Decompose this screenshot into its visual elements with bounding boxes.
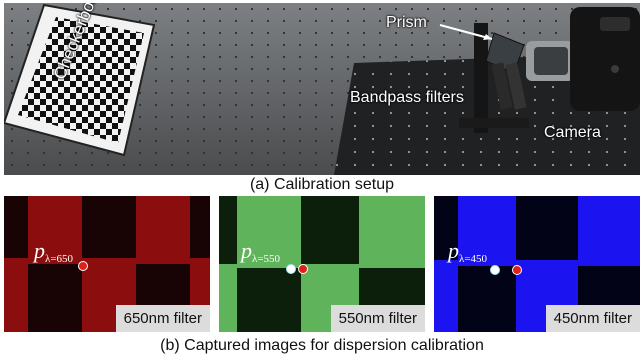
filter-label: 550nm filter bbox=[330, 305, 425, 332]
camera-body bbox=[526, 7, 640, 111]
white-point-marker bbox=[286, 264, 296, 274]
point-label: pλ=450 bbox=[448, 238, 488, 265]
camera-label: Camera bbox=[544, 124, 601, 141]
prism-pointer bbox=[439, 24, 493, 40]
tile-450nm: pλ=450 450nm filter bbox=[434, 196, 640, 332]
tile-550nm: pλ=550 550nm filter bbox=[219, 196, 425, 332]
prism-label: Prism bbox=[386, 14, 427, 31]
red-point-marker bbox=[298, 264, 308, 274]
white-point-marker bbox=[490, 265, 500, 275]
setup-illustration bbox=[4, 3, 640, 175]
caption-b: (b) Captured images for dispersion calib… bbox=[160, 337, 484, 354]
filter-label: 450nm filter bbox=[545, 305, 640, 332]
tile-650nm: pλ=650 650nm filter bbox=[4, 196, 210, 332]
checkerboard-target bbox=[4, 3, 156, 157]
calibration-setup-photo: Prism Bandpass filters Camera Checkerboa… bbox=[4, 3, 640, 175]
caption-a: (a) Calibration setup bbox=[249, 176, 395, 193]
prism-filter-assembly bbox=[485, 32, 527, 110]
red-point-marker bbox=[78, 261, 88, 271]
filter-label: 650nm filter bbox=[115, 305, 210, 332]
point-label: pλ=650 bbox=[34, 238, 74, 265]
red-point-marker bbox=[512, 265, 522, 275]
bandpass-filters-label: Bandpass filters bbox=[350, 89, 464, 106]
mount-post bbox=[474, 23, 488, 133]
point-label: pλ=550 bbox=[241, 238, 281, 265]
